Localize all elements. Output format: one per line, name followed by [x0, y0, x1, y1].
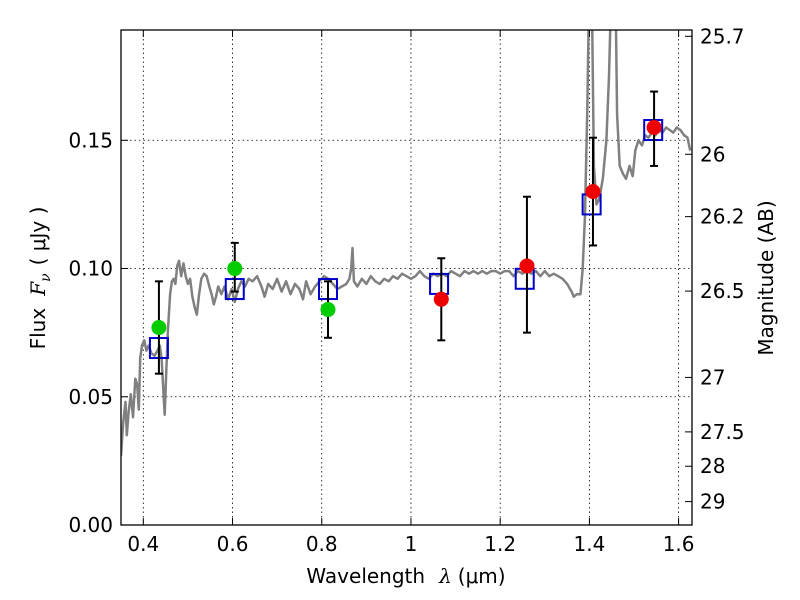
y-tick-label: 0.05 — [68, 385, 113, 409]
x-tick-label: 0.6 — [217, 532, 249, 556]
x-axis-title: Wavelength λ (μm) — [306, 564, 505, 588]
photometry-point — [519, 258, 535, 274]
x-axis-label-symbol: λ — [438, 564, 452, 588]
spectrum-line — [121, 30, 692, 456]
axis-ticks: 0.4 0.6 0.8 1 1.2 1.4 1.6 0.00 0.05 0.10 0.15 25.7 2… — [68, 24, 744, 556]
y-axis-label-text: Flux — [26, 308, 50, 350]
y2-axis-title: Magnitude (AB) — [754, 200, 778, 355]
y2-tick-label: 29 — [700, 490, 725, 514]
photometry-point — [585, 184, 601, 200]
photometry-point — [151, 320, 167, 336]
photometry-point — [227, 261, 243, 277]
y2-tick-label: 26 — [700, 142, 725, 166]
x-tick-label: 1 — [405, 532, 418, 556]
y-axis-title: Flux Fν ( μJy ) — [26, 207, 54, 350]
y2-tick-label: 25.7 — [700, 24, 745, 48]
y-tick-label: 0.10 — [68, 257, 113, 281]
y-tick-label: 0.15 — [68, 128, 113, 152]
photometry-point — [646, 119, 662, 135]
x-axis-label-unit: (μm) — [458, 564, 506, 588]
x-tick-label: 1.2 — [484, 532, 516, 556]
x-axis-label-text: Wavelength — [306, 564, 425, 588]
x-tick-label: 0.4 — [127, 532, 159, 556]
y2-tick-label: 26.5 — [700, 279, 745, 303]
x-tick-label: 1.4 — [573, 532, 605, 556]
photometry-point — [320, 302, 336, 318]
y2-tick-label: 27 — [700, 365, 725, 389]
plot-frame — [120, 29, 693, 526]
y-axis-label-unit: ( μJy ) — [26, 207, 50, 266]
plot-area — [121, 30, 692, 456]
y2-tick-label: 28 — [700, 454, 725, 478]
y-axis-label-subscript: ν — [38, 273, 54, 282]
photometry-point — [433, 291, 449, 307]
y2-tick-label: 27.5 — [700, 420, 745, 444]
x-tick-label: 0.8 — [306, 532, 338, 556]
y2-tick-label: 26.2 — [700, 205, 745, 229]
y-axis-label-symbol: F — [26, 281, 50, 297]
y-tick-label: 0.00 — [68, 513, 113, 537]
x-tick-label: 1.6 — [663, 532, 695, 556]
